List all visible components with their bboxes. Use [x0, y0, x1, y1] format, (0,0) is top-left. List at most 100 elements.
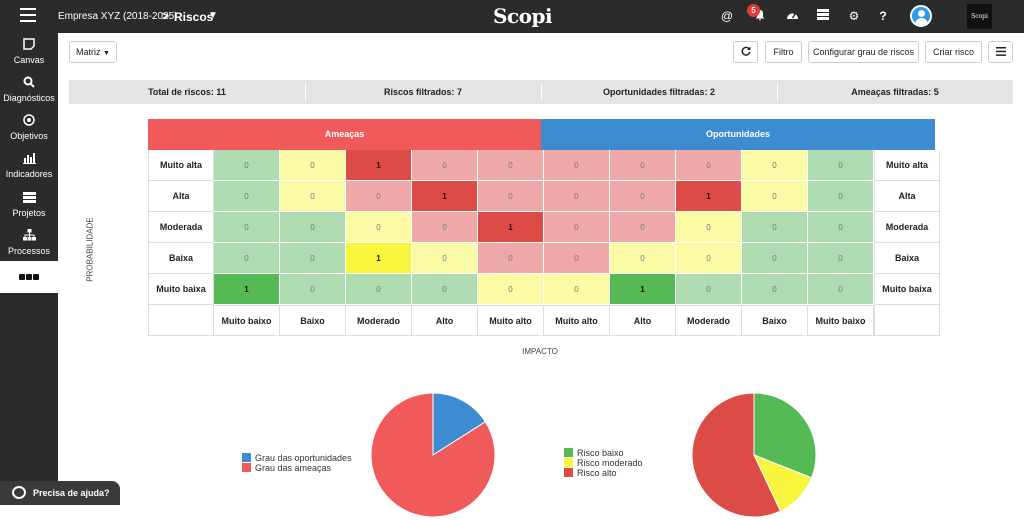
matrix-cell[interactable]: 0 — [742, 274, 808, 305]
row-label-right: Moderada — [874, 212, 940, 243]
column-label: Muito alto — [478, 305, 544, 336]
matrix-cell[interactable]: 0 — [412, 150, 478, 181]
matrix-cell[interactable]: 0 — [544, 181, 610, 212]
matrix-cell[interactable]: 0 — [808, 243, 874, 274]
matrix-cell[interactable]: 1 — [214, 274, 280, 305]
sidebar-item-projetos[interactable]: Projetos — [0, 187, 58, 225]
matrix-cell[interactable]: 0 — [544, 274, 610, 305]
divider — [305, 83, 306, 101]
matrix-cell[interactable]: 0 — [544, 243, 610, 274]
more-dot-icon — [19, 274, 25, 280]
matrix-cell[interactable]: 0 — [808, 150, 874, 181]
legend-swatch — [242, 463, 251, 472]
pie-slice[interactable] — [432, 392, 487, 456]
stat-filtered-opportunities: Oportunidades filtradas: 2 — [602, 87, 716, 97]
matrix-cell[interactable]: 0 — [346, 274, 412, 305]
options-menu-button[interactable] — [988, 41, 1013, 63]
matrix-cell[interactable]: 0 — [346, 181, 412, 212]
legend-swatch — [564, 448, 573, 457]
matrix-cell[interactable]: 0 — [544, 212, 610, 243]
mention-icon[interactable]: @ — [720, 9, 734, 23]
column-label: Muito baixo — [214, 305, 280, 336]
matrix-cell[interactable]: 0 — [214, 150, 280, 181]
matrix-cell[interactable]: 0 — [742, 243, 808, 274]
breadcrumb-company[interactable]: Empresa XYZ (2018-2025) — [58, 11, 178, 22]
matrix-cell[interactable]: 0 — [610, 181, 676, 212]
matrix-cell[interactable]: 0 — [214, 243, 280, 274]
sidebar-item-processos[interactable]: Processos — [0, 225, 58, 263]
breadcrumb-page[interactable]: Riscos — [174, 10, 214, 24]
matrix-cell[interactable]: 0 — [808, 212, 874, 243]
pie-chart-grade — [370, 392, 496, 518]
matrix-cell[interactable]: 0 — [808, 274, 874, 305]
sidebar-item-diagnosticos[interactable]: Diagnósticos — [0, 72, 58, 110]
divider — [541, 83, 542, 101]
help-icon[interactable]: ? — [879, 9, 887, 23]
matrix-cell[interactable]: 1 — [346, 243, 412, 274]
refresh-icon — [741, 46, 751, 57]
matrix-cell[interactable]: 0 — [478, 150, 544, 181]
matrix-cell[interactable]: 0 — [742, 181, 808, 212]
create-risk-button[interactable]: Criar risco — [925, 41, 982, 63]
brand-badge[interactable]: Scopi — [967, 4, 992, 29]
matrix-cell[interactable]: 0 — [412, 212, 478, 243]
matrix-cell[interactable]: 0 — [280, 212, 346, 243]
matrix-cell[interactable]: 0 — [280, 243, 346, 274]
matrix-cell[interactable]: 0 — [676, 274, 742, 305]
sitemap-icon — [0, 229, 58, 245]
sidebar-item-canvas[interactable]: Canvas — [0, 34, 58, 72]
matrix-cell[interactable]: 0 — [214, 212, 280, 243]
legend-item: Risco moderado — [564, 458, 643, 468]
table-icon[interactable] — [815, 9, 831, 23]
matrix-cell[interactable]: 0 — [346, 212, 412, 243]
matrix-cell[interactable]: 0 — [676, 212, 742, 243]
matrix-cell[interactable]: 0 — [412, 243, 478, 274]
view-select[interactable]: Matriz ▼ — [69, 41, 117, 63]
matrix-cell[interactable]: 0 — [478, 274, 544, 305]
filter-button[interactable]: Filtro — [765, 41, 802, 63]
avatar[interactable] — [910, 5, 932, 27]
matrix-cell[interactable]: 0 — [280, 181, 346, 212]
refresh-button[interactable] — [733, 41, 758, 63]
gear-icon[interactable]: ⚙ — [848, 9, 860, 23]
matrix-cell[interactable]: 0 — [214, 181, 280, 212]
menu-icon[interactable] — [20, 8, 36, 22]
matrix-cell[interactable]: 0 — [610, 150, 676, 181]
matrix-cell[interactable]: 0 — [742, 150, 808, 181]
more-dot-icon — [26, 274, 32, 280]
matrix-cell[interactable]: 1 — [478, 212, 544, 243]
matrix-cell[interactable]: 0 — [610, 243, 676, 274]
matrix-cell[interactable]: 0 — [280, 274, 346, 305]
sidebar-item-indicadores[interactable]: Indicadores — [0, 148, 58, 186]
more-dot-icon — [33, 274, 39, 280]
matrix-cell[interactable]: 1 — [346, 150, 412, 181]
matrix-cell[interactable]: 0 — [610, 212, 676, 243]
matrix-cell[interactable]: 0 — [544, 150, 610, 181]
target-icon — [0, 114, 58, 130]
column-label: Alto — [412, 305, 478, 336]
matrix-cell[interactable]: 0 — [676, 243, 742, 274]
matrix-cell[interactable]: 0 — [742, 212, 808, 243]
stat-filtered-threats: Ameaças filtradas: 5 — [851, 87, 939, 97]
matrix-cell[interactable]: 1 — [412, 181, 478, 212]
help-chat-button[interactable]: Precisa de ajuda? — [0, 481, 120, 505]
caret-down-icon[interactable]: ▼ — [208, 10, 218, 21]
legend-item: Risco alto — [564, 468, 643, 478]
matrix-cell[interactable]: 0 — [412, 274, 478, 305]
pie-slice[interactable] — [753, 392, 817, 479]
matrix-cell[interactable]: 0 — [676, 150, 742, 181]
dashboard-icon[interactable] — [784, 9, 800, 24]
matrix-cell[interactable]: 0 — [478, 181, 544, 212]
stats-bar: Total de riscos: 11 Riscos filtrados: 7 … — [69, 80, 1013, 104]
matrix-cell[interactable]: 1 — [610, 274, 676, 305]
configure-risk-grade-button[interactable]: Configurar grau de riscos — [808, 41, 919, 63]
matrix-cell[interactable]: 0 — [280, 150, 346, 181]
matrix-cell[interactable]: 1 — [676, 181, 742, 212]
sidebar-item-objetivos[interactable]: Objetivos — [0, 110, 58, 148]
more-button[interactable] — [0, 261, 58, 293]
matrix-cell[interactable]: 0 — [478, 243, 544, 274]
list-icon — [0, 191, 58, 207]
matrix-cell[interactable]: 0 — [808, 181, 874, 212]
row-label-left: Baixa — [148, 243, 214, 274]
notification-badge: 5 — [747, 4, 760, 17]
